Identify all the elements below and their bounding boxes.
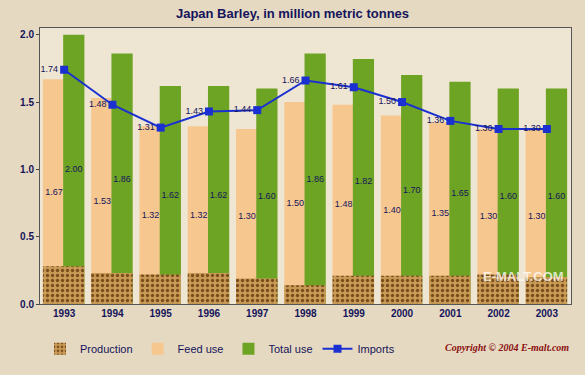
svg-text:1.5: 1.5 <box>20 97 34 108</box>
svg-text:2002: 2002 <box>487 308 510 319</box>
svg-text:1995: 1995 <box>150 308 173 319</box>
svg-text:0.0: 0.0 <box>20 299 34 310</box>
svg-text:1.74: 1.74 <box>41 64 59 74</box>
svg-text:1.62: 1.62 <box>162 190 180 200</box>
svg-text:1.30: 1.30 <box>475 123 493 133</box>
svg-text:1.48: 1.48 <box>335 199 353 209</box>
svg-text:Feed use: Feed use <box>178 343 224 355</box>
svg-text:1996: 1996 <box>198 308 221 319</box>
svg-text:Japan Barley, in million metri: Japan Barley, in million metric tonnes <box>176 6 409 21</box>
svg-text:1.43: 1.43 <box>185 106 203 116</box>
svg-text:1.44: 1.44 <box>234 104 252 114</box>
svg-text:1.65: 1.65 <box>451 188 469 198</box>
svg-text:1.66: 1.66 <box>282 75 300 85</box>
svg-text:1.61: 1.61 <box>330 81 348 91</box>
svg-text:1.70: 1.70 <box>403 185 421 195</box>
svg-text:1.30: 1.30 <box>480 211 498 221</box>
svg-text:1.48: 1.48 <box>89 99 107 109</box>
svg-text:1.36: 1.36 <box>427 115 445 125</box>
svg-text:Imports: Imports <box>358 343 395 355</box>
svg-text:1994: 1994 <box>101 308 124 319</box>
svg-text:1.60: 1.60 <box>548 191 566 201</box>
svg-text:1.60: 1.60 <box>499 191 517 201</box>
svg-text:1993: 1993 <box>53 308 76 319</box>
svg-text:1.86: 1.86 <box>113 174 131 184</box>
svg-text:2003: 2003 <box>536 308 559 319</box>
svg-text:1.0: 1.0 <box>20 164 34 175</box>
svg-text:Total use: Total use <box>268 343 312 355</box>
svg-text:1.40: 1.40 <box>383 205 401 215</box>
svg-text:2000: 2000 <box>391 308 414 319</box>
svg-text:1.30: 1.30 <box>238 211 256 221</box>
svg-text:1.53: 1.53 <box>94 196 112 206</box>
svg-text:1.50: 1.50 <box>379 96 397 106</box>
svg-text:Production: Production <box>80 343 133 355</box>
svg-text:1.82: 1.82 <box>355 176 373 186</box>
svg-text:2.00: 2.00 <box>65 164 83 174</box>
svg-text:2001: 2001 <box>439 308 462 319</box>
svg-text:1.62: 1.62 <box>210 190 228 200</box>
svg-text:E-MALT.COM: E-MALT.COM <box>483 269 564 284</box>
svg-text:1998: 1998 <box>294 308 317 319</box>
svg-text:1.50: 1.50 <box>287 198 305 208</box>
svg-text:1.30: 1.30 <box>523 123 541 133</box>
svg-text:1.32: 1.32 <box>190 210 208 220</box>
svg-text:1.60: 1.60 <box>258 191 276 201</box>
svg-text:1999: 1999 <box>343 308 366 319</box>
svg-text:1.67: 1.67 <box>45 187 63 197</box>
svg-text:Copyright © 2004 E-malt.com: Copyright © 2004 E-malt.com <box>445 342 569 353</box>
svg-text:1.35: 1.35 <box>431 208 449 218</box>
svg-text:1.30: 1.30 <box>528 211 546 221</box>
svg-text:1.31: 1.31 <box>137 122 155 132</box>
svg-text:0.5: 0.5 <box>20 231 34 242</box>
svg-text:1.32: 1.32 <box>142 210 160 220</box>
svg-text:2.0: 2.0 <box>20 29 34 40</box>
svg-text:1997: 1997 <box>246 308 269 319</box>
svg-text:1.86: 1.86 <box>306 174 324 184</box>
